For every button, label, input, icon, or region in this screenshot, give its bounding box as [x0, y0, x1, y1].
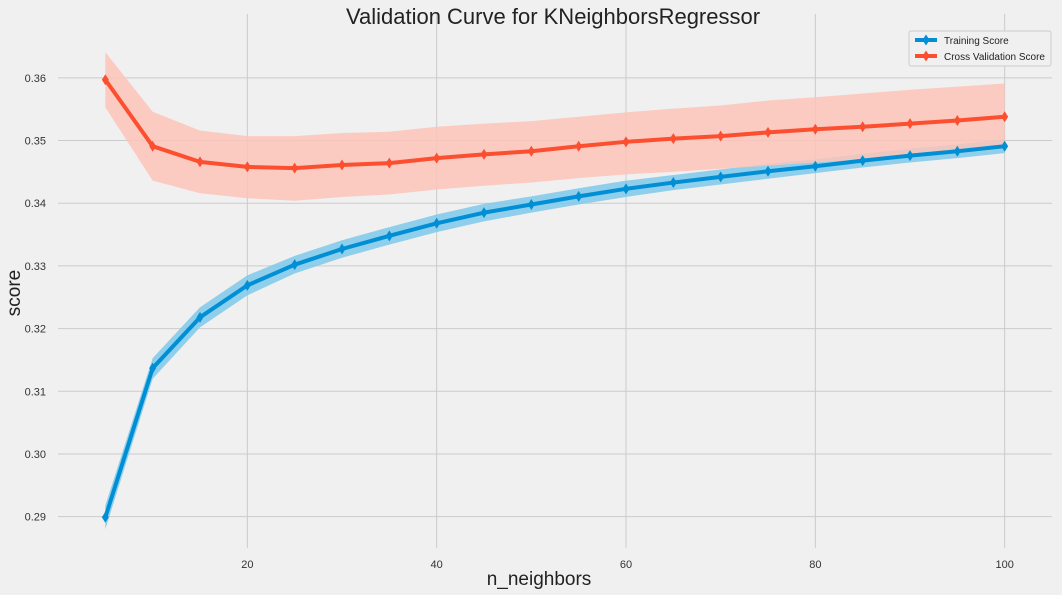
marker-training — [906, 150, 914, 162]
marker-cross-validation — [717, 130, 725, 142]
marker-training — [480, 207, 488, 219]
marker-cross-validation — [101, 74, 109, 86]
marker-training — [717, 171, 725, 183]
chart-title: Validation Curve for KNeighborsRegressor — [346, 4, 760, 29]
x-tick-labels: 20 40 60 80 100 — [241, 559, 1014, 571]
marker-cross-validation — [622, 136, 630, 148]
marker-training — [527, 198, 535, 210]
y-tick-label: 0.29 — [25, 512, 46, 524]
marker-training — [385, 230, 393, 242]
y-tick-labels: 0.29 0.30 0.31 0.32 0.33 0.34 0.35 0.36 — [25, 73, 46, 524]
y-tick-label: 0.31 — [25, 386, 46, 398]
marker-training — [859, 155, 867, 167]
y-tick-label: 0.36 — [25, 73, 46, 85]
marker-cross-validation — [859, 121, 867, 133]
marker-training — [433, 217, 441, 229]
marker-cross-validation — [1001, 111, 1009, 123]
marker-cross-validation — [575, 140, 583, 152]
series-lines — [103, 78, 1005, 518]
marker-cross-validation — [196, 156, 204, 168]
line-training — [103, 144, 1005, 518]
marker-training — [811, 160, 819, 172]
marker-cross-validation — [149, 140, 157, 152]
x-tick-label: 60 — [620, 559, 632, 571]
marker-cross-validation — [764, 126, 772, 138]
marker-cross-validation — [527, 145, 535, 157]
marker-cross-validation — [243, 161, 251, 173]
series-markers — [101, 74, 1009, 523]
marker-training — [101, 511, 109, 523]
legend-marker-cv — [922, 50, 930, 62]
y-tick-label: 0.35 — [25, 136, 46, 148]
y-tick-label: 0.30 — [25, 449, 46, 461]
band-training — [105, 139, 1005, 530]
x-axis-label: n_neighbors — [487, 569, 592, 590]
marker-cross-validation — [433, 152, 441, 164]
y-tick-label: 0.33 — [25, 261, 46, 273]
marker-training — [291, 259, 299, 271]
marker-cross-validation — [480, 148, 488, 160]
legend: Training Score Cross Validation Score — [908, 30, 1052, 67]
marker-training — [622, 183, 630, 195]
x-tick-label: 20 — [241, 559, 253, 571]
marker-training — [1001, 140, 1009, 152]
marker-cross-validation — [385, 157, 393, 169]
legend-label-cv: Cross Validation Score — [944, 52, 1045, 63]
marker-training — [338, 243, 346, 255]
marker-cross-validation — [291, 162, 299, 174]
legend-box — [908, 30, 1052, 67]
x-tick-label: 40 — [431, 559, 443, 571]
marker-training — [575, 190, 583, 202]
marker-cross-validation — [811, 123, 819, 135]
legend-marker-training — [922, 34, 930, 46]
marker-training — [764, 165, 772, 177]
line-cross-validation — [103, 78, 1005, 171]
marker-training — [149, 362, 157, 374]
marker-cross-validation — [338, 159, 346, 171]
confidence-bands — [105, 52, 1005, 530]
x-tick-label: 80 — [809, 559, 821, 571]
marker-training — [243, 279, 251, 291]
y-axis-label: score — [4, 270, 25, 316]
marker-training — [953, 145, 961, 157]
marker-cross-validation — [953, 115, 961, 127]
x-tick-label: 100 — [995, 559, 1013, 571]
y-tick-label: 0.34 — [25, 198, 46, 210]
marker-training — [669, 177, 677, 189]
marker-cross-validation — [669, 133, 677, 145]
marker-cross-validation — [906, 118, 914, 130]
marker-training — [196, 311, 204, 323]
legend-label-training: Training Score — [944, 36, 1009, 47]
y-tick-label: 0.32 — [25, 324, 46, 336]
band-cross-validation — [105, 52, 1005, 201]
